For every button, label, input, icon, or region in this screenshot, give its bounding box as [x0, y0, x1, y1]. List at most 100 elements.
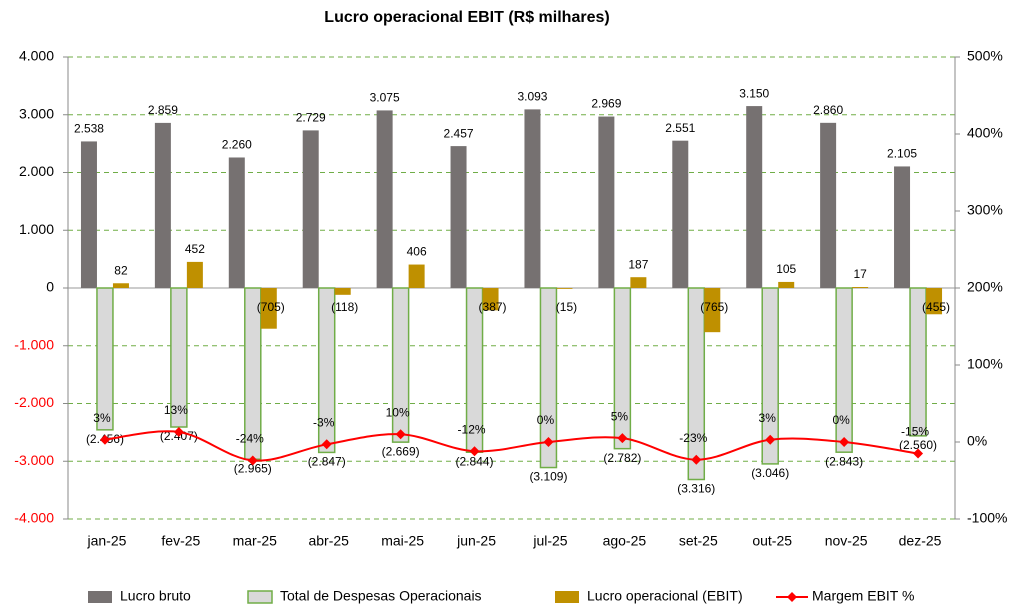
data-label: -23%	[679, 431, 707, 445]
legend-swatch	[787, 592, 797, 602]
data-label: 17	[853, 267, 867, 281]
data-label: (765)	[700, 300, 728, 314]
x-tick-label: jun-25	[456, 533, 496, 549]
data-label: 3.150	[739, 86, 769, 100]
bar	[96, 287, 114, 431]
x-tick-label: jul-25	[532, 533, 567, 549]
bar	[852, 287, 869, 288]
x-tick-label: dez-25	[899, 533, 942, 549]
x-tick-label: nov-25	[825, 533, 868, 549]
data-label: 406	[407, 245, 427, 259]
y2-tick-label: -100%	[967, 510, 1007, 526]
bar	[228, 157, 245, 288]
data-label: (455)	[922, 300, 950, 314]
y2-tick-label: 0%	[967, 433, 987, 449]
line-marker	[913, 448, 924, 459]
y2-tick-label: 400%	[967, 125, 1003, 141]
data-label: 0%	[832, 413, 850, 427]
line-marker	[321, 439, 332, 450]
line	[104, 430, 919, 462]
data-label: (705)	[257, 300, 285, 314]
y-tick-label: 0	[46, 279, 54, 295]
bar	[450, 146, 467, 288]
bar	[391, 287, 410, 443]
bar	[894, 166, 911, 288]
line-marker	[99, 434, 110, 445]
bar	[672, 140, 689, 288]
bar	[80, 141, 97, 288]
legend-label: Lucro bruto	[120, 588, 191, 604]
data-label: (15)	[556, 300, 577, 314]
data-label: (2.843)	[825, 454, 863, 468]
legend-label: Lucro operacional (EBIT)	[587, 588, 743, 604]
bar	[926, 288, 943, 315]
y2-tick-label: 500%	[967, 48, 1003, 64]
data-label: 2.859	[148, 103, 178, 117]
bar	[909, 287, 927, 437]
line-marker	[173, 426, 184, 437]
data-label: (2.847)	[308, 455, 346, 469]
x-tick-label: jan-25	[86, 533, 126, 549]
legend-label: Margem EBIT %	[812, 588, 914, 604]
data-label: 3%	[759, 411, 777, 425]
line-marker	[765, 434, 776, 445]
data-label: (2.965)	[234, 461, 272, 475]
y-tick-label: 1.000	[19, 221, 54, 237]
bar	[376, 110, 393, 288]
y-tick-label: -1.000	[14, 336, 54, 352]
x-tick-label: mar-25	[233, 533, 278, 549]
bar	[302, 130, 319, 288]
data-label: 105	[776, 262, 796, 276]
data-label: 2.105	[887, 147, 917, 161]
legend-swatch	[555, 591, 579, 603]
bar	[630, 277, 647, 288]
bar	[746, 106, 763, 289]
x-tick-label: ago-25	[603, 533, 647, 549]
y-tick-label: -4.000	[14, 510, 54, 526]
legend-label: Total de Despesas Operacionais	[280, 588, 482, 604]
data-label: 10%	[386, 405, 410, 419]
data-label: (118)	[331, 300, 358, 314]
data-label: 2.860	[813, 103, 843, 117]
data-label: 3%	[93, 411, 111, 425]
line-marker	[839, 437, 850, 447]
x-tick-label: out-25	[752, 533, 792, 549]
bar	[334, 288, 351, 295]
line-marker	[543, 437, 554, 447]
bar	[317, 287, 336, 454]
y-tick-label: 4.000	[19, 48, 54, 64]
y-tick-label: -2.000	[14, 394, 54, 410]
bar	[704, 288, 721, 333]
y2-tick-label: 200%	[967, 279, 1003, 295]
bar	[112, 283, 129, 288]
data-label: 452	[185, 242, 205, 256]
data-label: 2.457	[444, 126, 474, 140]
data-label: 2.260	[222, 138, 252, 152]
line-marker	[617, 433, 628, 444]
data-label: (3.316)	[677, 482, 715, 496]
y2-tick-label: 100%	[967, 356, 1003, 372]
x-tick-label: abr-25	[308, 533, 349, 549]
data-label: (2.560)	[899, 438, 937, 452]
bar	[761, 287, 779, 465]
data-label: -12%	[458, 422, 486, 436]
data-label: (3.046)	[751, 466, 789, 480]
y-tick-label: -3.000	[14, 452, 54, 468]
data-label: 82	[114, 263, 128, 277]
bar	[613, 287, 632, 450]
data-label: 2.551	[665, 121, 695, 135]
data-label: -3%	[313, 415, 335, 429]
line-marker	[691, 454, 702, 465]
bar	[539, 287, 558, 469]
line-marker	[395, 429, 406, 440]
data-label: 13%	[164, 403, 188, 417]
bar	[778, 281, 795, 288]
bar	[835, 287, 853, 453]
data-label: (2.669)	[382, 444, 420, 458]
y2-tick-label: 300%	[967, 202, 1003, 218]
x-tick-label: fev-25	[161, 533, 200, 549]
bar	[687, 287, 706, 481]
bar	[598, 116, 615, 288]
chart-title: Lucro operacional EBIT (R$ milhares)	[324, 9, 609, 26]
